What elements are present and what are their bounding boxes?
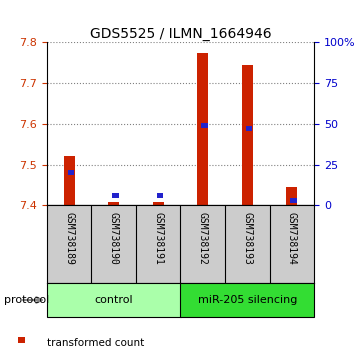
Bar	[286, 187, 297, 205]
Text: GSM738194: GSM738194	[287, 212, 297, 264]
Bar	[246, 126, 252, 131]
Text: GSM738190: GSM738190	[109, 212, 119, 264]
Text: miR-205 silencing: miR-205 silencing	[197, 295, 297, 305]
Bar	[242, 65, 253, 205]
Bar	[108, 202, 119, 205]
Text: GSM738189: GSM738189	[64, 212, 74, 264]
Bar	[68, 170, 74, 175]
Bar	[153, 202, 164, 205]
Bar	[47, 283, 180, 317]
Bar	[157, 193, 164, 198]
Title: GDS5525 / ILMN_1664946: GDS5525 / ILMN_1664946	[90, 28, 271, 41]
Text: control: control	[95, 295, 133, 305]
Text: GSM738193: GSM738193	[242, 212, 252, 264]
Text: transformed count: transformed count	[47, 338, 144, 348]
Bar	[290, 198, 297, 203]
Bar	[201, 123, 208, 128]
Text: protocol: protocol	[4, 295, 49, 305]
Bar	[64, 156, 75, 205]
Bar	[180, 283, 314, 317]
Bar	[112, 193, 119, 198]
Bar	[197, 53, 208, 205]
Text: GSM738191: GSM738191	[153, 212, 163, 264]
Text: GSM738192: GSM738192	[198, 212, 208, 264]
